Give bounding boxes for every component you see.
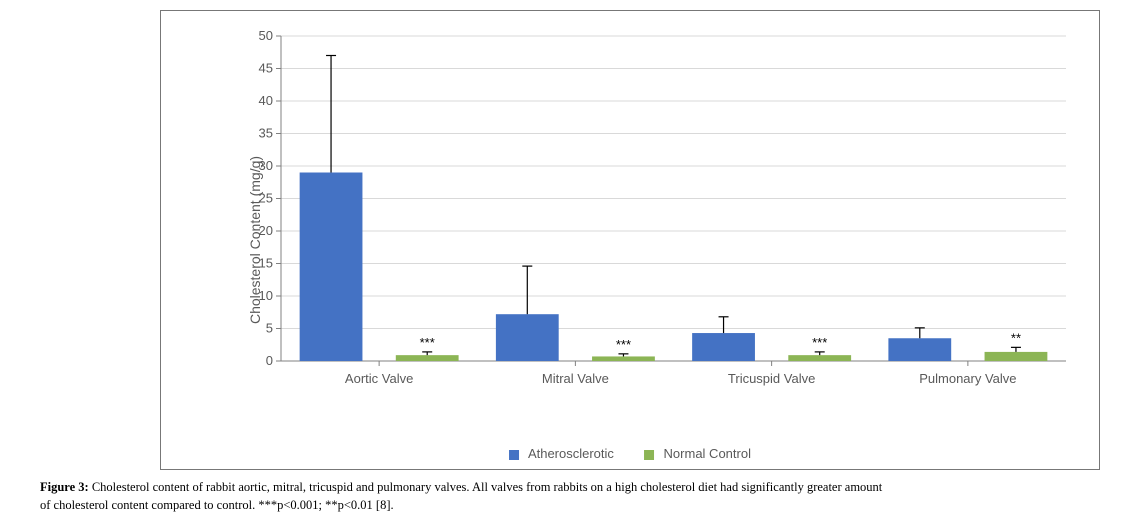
- caption-text-2: of cholesterol content compared to contr…: [40, 498, 394, 512]
- legend-swatch-normal-control: [644, 450, 654, 460]
- svg-text:***: ***: [812, 335, 827, 350]
- figure-caption: Figure 3: Cholesterol content of rabbit …: [40, 478, 1136, 514]
- svg-text:Aortic Valve: Aortic Valve: [345, 371, 413, 386]
- caption-text-1: Cholesterol content of rabbit aortic, mi…: [89, 480, 883, 494]
- svg-text:10: 10: [259, 288, 273, 303]
- svg-text:40: 40: [259, 93, 273, 108]
- svg-text:20: 20: [259, 223, 273, 238]
- chart-legend: Atherosclerotic Normal Control: [509, 446, 751, 461]
- svg-text:Tricuspid Valve: Tricuspid Valve: [728, 371, 815, 386]
- svg-text:***: ***: [420, 335, 435, 350]
- svg-text:50: 50: [259, 31, 273, 43]
- svg-text:25: 25: [259, 191, 273, 206]
- svg-text:Pulmonary Valve: Pulmonary Valve: [919, 371, 1016, 386]
- svg-text:15: 15: [259, 256, 273, 271]
- chart-container: Cholesterol Content (mg/g) 0510152025303…: [160, 10, 1100, 470]
- page-root: Cholesterol Content (mg/g) 0510152025303…: [0, 0, 1146, 517]
- chart-plot: 0 5 10 15 20 25 30 35 40 45 50 *** Aortic Valve *** Mi…: [241, 31, 1076, 401]
- svg-text:5: 5: [266, 321, 273, 336]
- svg-text:45: 45: [259, 61, 273, 76]
- legend-swatch-atherosclerotic: [509, 450, 519, 460]
- legend-item-normal-control: Normal Control: [644, 446, 751, 461]
- legend-label-atherosclerotic: Atherosclerotic: [528, 446, 614, 461]
- svg-text:**: **: [1011, 330, 1021, 345]
- caption-label: Figure 3:: [40, 480, 89, 494]
- legend-label-normal-control: Normal Control: [664, 446, 751, 461]
- svg-text:Mitral Valve: Mitral Valve: [542, 371, 609, 386]
- svg-text:0: 0: [266, 353, 273, 368]
- svg-text:***: ***: [616, 337, 631, 352]
- legend-item-atherosclerotic: Atherosclerotic: [509, 446, 614, 461]
- svg-text:30: 30: [259, 158, 273, 173]
- svg-text:35: 35: [259, 126, 273, 141]
